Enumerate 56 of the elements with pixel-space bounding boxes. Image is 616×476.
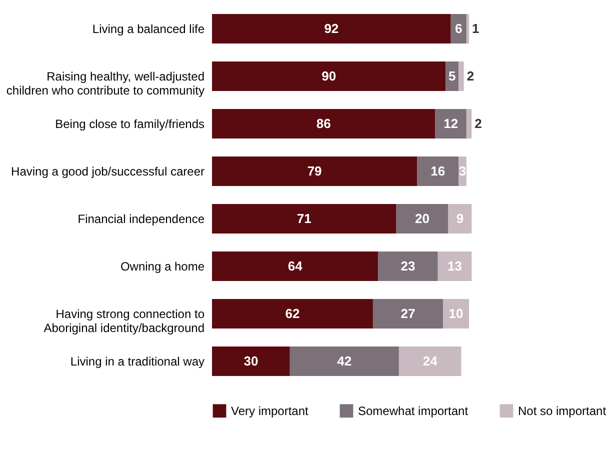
bar [398, 346, 462, 376]
bar [435, 109, 466, 138]
bar [438, 252, 472, 281]
data-label: 62 [285, 306, 300, 321]
legend-label: Somewhat important [358, 404, 469, 418]
data-label: 3 [458, 163, 466, 178]
data-label: 1 [472, 20, 480, 36]
data-label: 20 [415, 210, 430, 226]
bar [417, 156, 459, 186]
data-label: 30 [244, 353, 258, 368]
data-label: 2 [466, 68, 474, 84]
bar [290, 346, 399, 376]
legend-label: Not so important [518, 404, 607, 418]
bar [458, 62, 464, 91]
y-tick-label: Financial independence [78, 212, 205, 226]
bar [448, 204, 472, 234]
data-label: 24 [422, 353, 438, 368]
data-label: 10 [448, 306, 464, 321]
bar [466, 109, 472, 138]
data-label: 92 [324, 20, 339, 36]
y-tick-label: Living in a traditional way [70, 354, 204, 368]
data-label: 13 [448, 258, 462, 274]
data-label: 2 [474, 116, 482, 131]
data-label: 16 [430, 163, 446, 178]
bar [372, 299, 444, 328]
data-label: 27 [400, 306, 416, 321]
data-label: 23 [400, 258, 416, 274]
bar [466, 14, 470, 44]
bar [396, 204, 448, 234]
bar [378, 252, 438, 281]
data-label: 5 [448, 68, 456, 84]
data-label: 86 [316, 116, 331, 131]
bar [212, 62, 446, 91]
data-label: 71 [296, 210, 312, 226]
legend-label: Very important [231, 404, 310, 418]
bar [443, 299, 470, 328]
data-label: 64 [288, 258, 304, 274]
y-tick-label: Owning a home [120, 259, 205, 274]
data-label: 9 [456, 210, 464, 226]
bar [212, 156, 418, 186]
data-label: 12 [444, 116, 458, 131]
bar [212, 109, 436, 138]
y-tick-label: Being close to family/friends [55, 116, 204, 131]
bar [212, 299, 373, 328]
y-tick-label: Having strong connection to Aboriginal identity/background [44, 306, 205, 335]
y-tick-label: Raising healthy, well-adjusted children who contribute to community [6, 69, 204, 98]
bar [212, 14, 451, 44]
y-tick-label: Living a balanced life [92, 22, 205, 36]
data-label: 42 [337, 353, 352, 368]
y-tick-label: Having a good job/successful career [11, 164, 204, 178]
data-label: 79 [307, 163, 322, 178]
bar [212, 346, 290, 376]
data-label: 90 [322, 68, 336, 84]
bar [212, 204, 396, 234]
data-label: 6 [455, 20, 462, 36]
bar [212, 252, 378, 281]
